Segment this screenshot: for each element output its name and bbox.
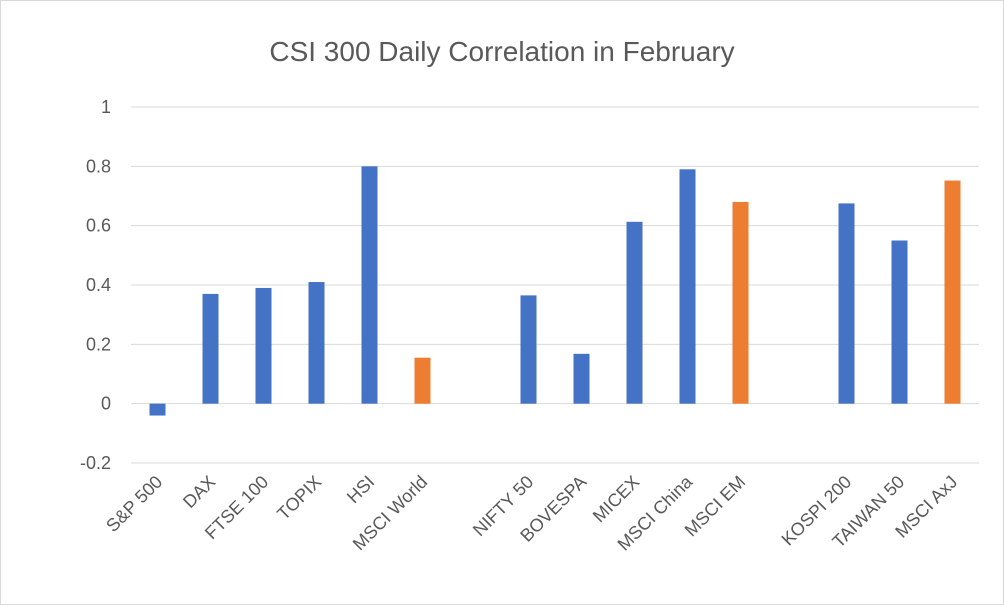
y-tick-label: 1 xyxy=(101,97,111,117)
bar xyxy=(414,357,431,404)
y-tick-label: 0.6 xyxy=(86,216,111,236)
y-tick-label: 0.4 xyxy=(86,275,111,295)
bar xyxy=(838,203,855,404)
y-tick-label: 0.2 xyxy=(86,334,111,354)
bar xyxy=(944,180,961,404)
bar xyxy=(732,201,749,404)
gridlines xyxy=(131,106,979,464)
bar xyxy=(573,353,590,404)
bar xyxy=(149,403,166,416)
bars xyxy=(149,166,961,416)
y-tick-label: -0.2 xyxy=(80,453,111,473)
category-label: S&P 500 xyxy=(102,472,166,536)
category-label: TOPIX xyxy=(273,472,325,524)
y-axis-ticks: 1 0.8 0.6 0.4 0.2 0 -0.2 xyxy=(80,97,111,473)
bar xyxy=(679,169,696,404)
y-tick-label: 0 xyxy=(101,394,111,414)
bar xyxy=(361,166,378,404)
bar xyxy=(891,240,908,404)
chart-title: CSI 300 Daily Correlation in February xyxy=(269,36,734,67)
bar xyxy=(626,221,643,404)
bar xyxy=(202,293,219,404)
y-tick-label: 0.8 xyxy=(86,156,111,176)
bar xyxy=(308,282,325,404)
bar xyxy=(255,287,272,404)
bar xyxy=(520,295,537,404)
category-label: HSI xyxy=(343,472,378,507)
category-label: DAX xyxy=(179,472,219,512)
